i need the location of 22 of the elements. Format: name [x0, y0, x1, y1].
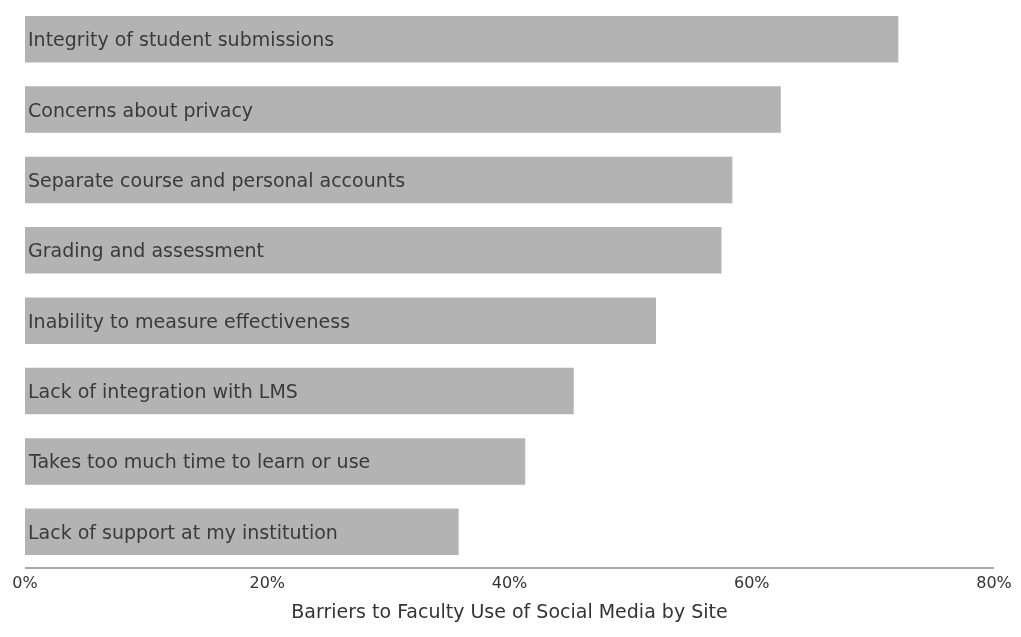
x-axis-title: Barriers to Faculty Use of Social Media by Site — [291, 600, 728, 623]
y-tick-label: Lack of integration with LMS — [28, 380, 298, 403]
y-tick-label: Concerns about privacy — [28, 98, 254, 121]
bar — [25, 297, 657, 344]
bar — [25, 367, 574, 415]
x-tick-label: 40% — [491, 572, 528, 592]
bar — [25, 156, 733, 204]
bar — [25, 508, 459, 556]
x-tick-label: 20% — [249, 572, 286, 592]
x-tick-label: 0% — [12, 572, 38, 592]
x-tick-label: 80% — [976, 572, 1012, 592]
bar — [25, 15, 899, 63]
bar — [25, 438, 526, 485]
x-tick-label: 60% — [733, 572, 770, 592]
y-tick-label: Grading and assessment — [28, 239, 265, 262]
bar — [25, 227, 722, 274]
y-tick-label: Integrity of student submissions — [28, 28, 335, 51]
bar — [25, 86, 781, 133]
y-tick-label: Takes too much time to learn or use — [28, 450, 371, 473]
y-tick-label: Inability to measure effectiveness — [28, 309, 351, 332]
y-tick-label: Lack of support at my institution — [28, 520, 338, 543]
y-tick-label: Separate course and personal accounts — [28, 168, 406, 191]
